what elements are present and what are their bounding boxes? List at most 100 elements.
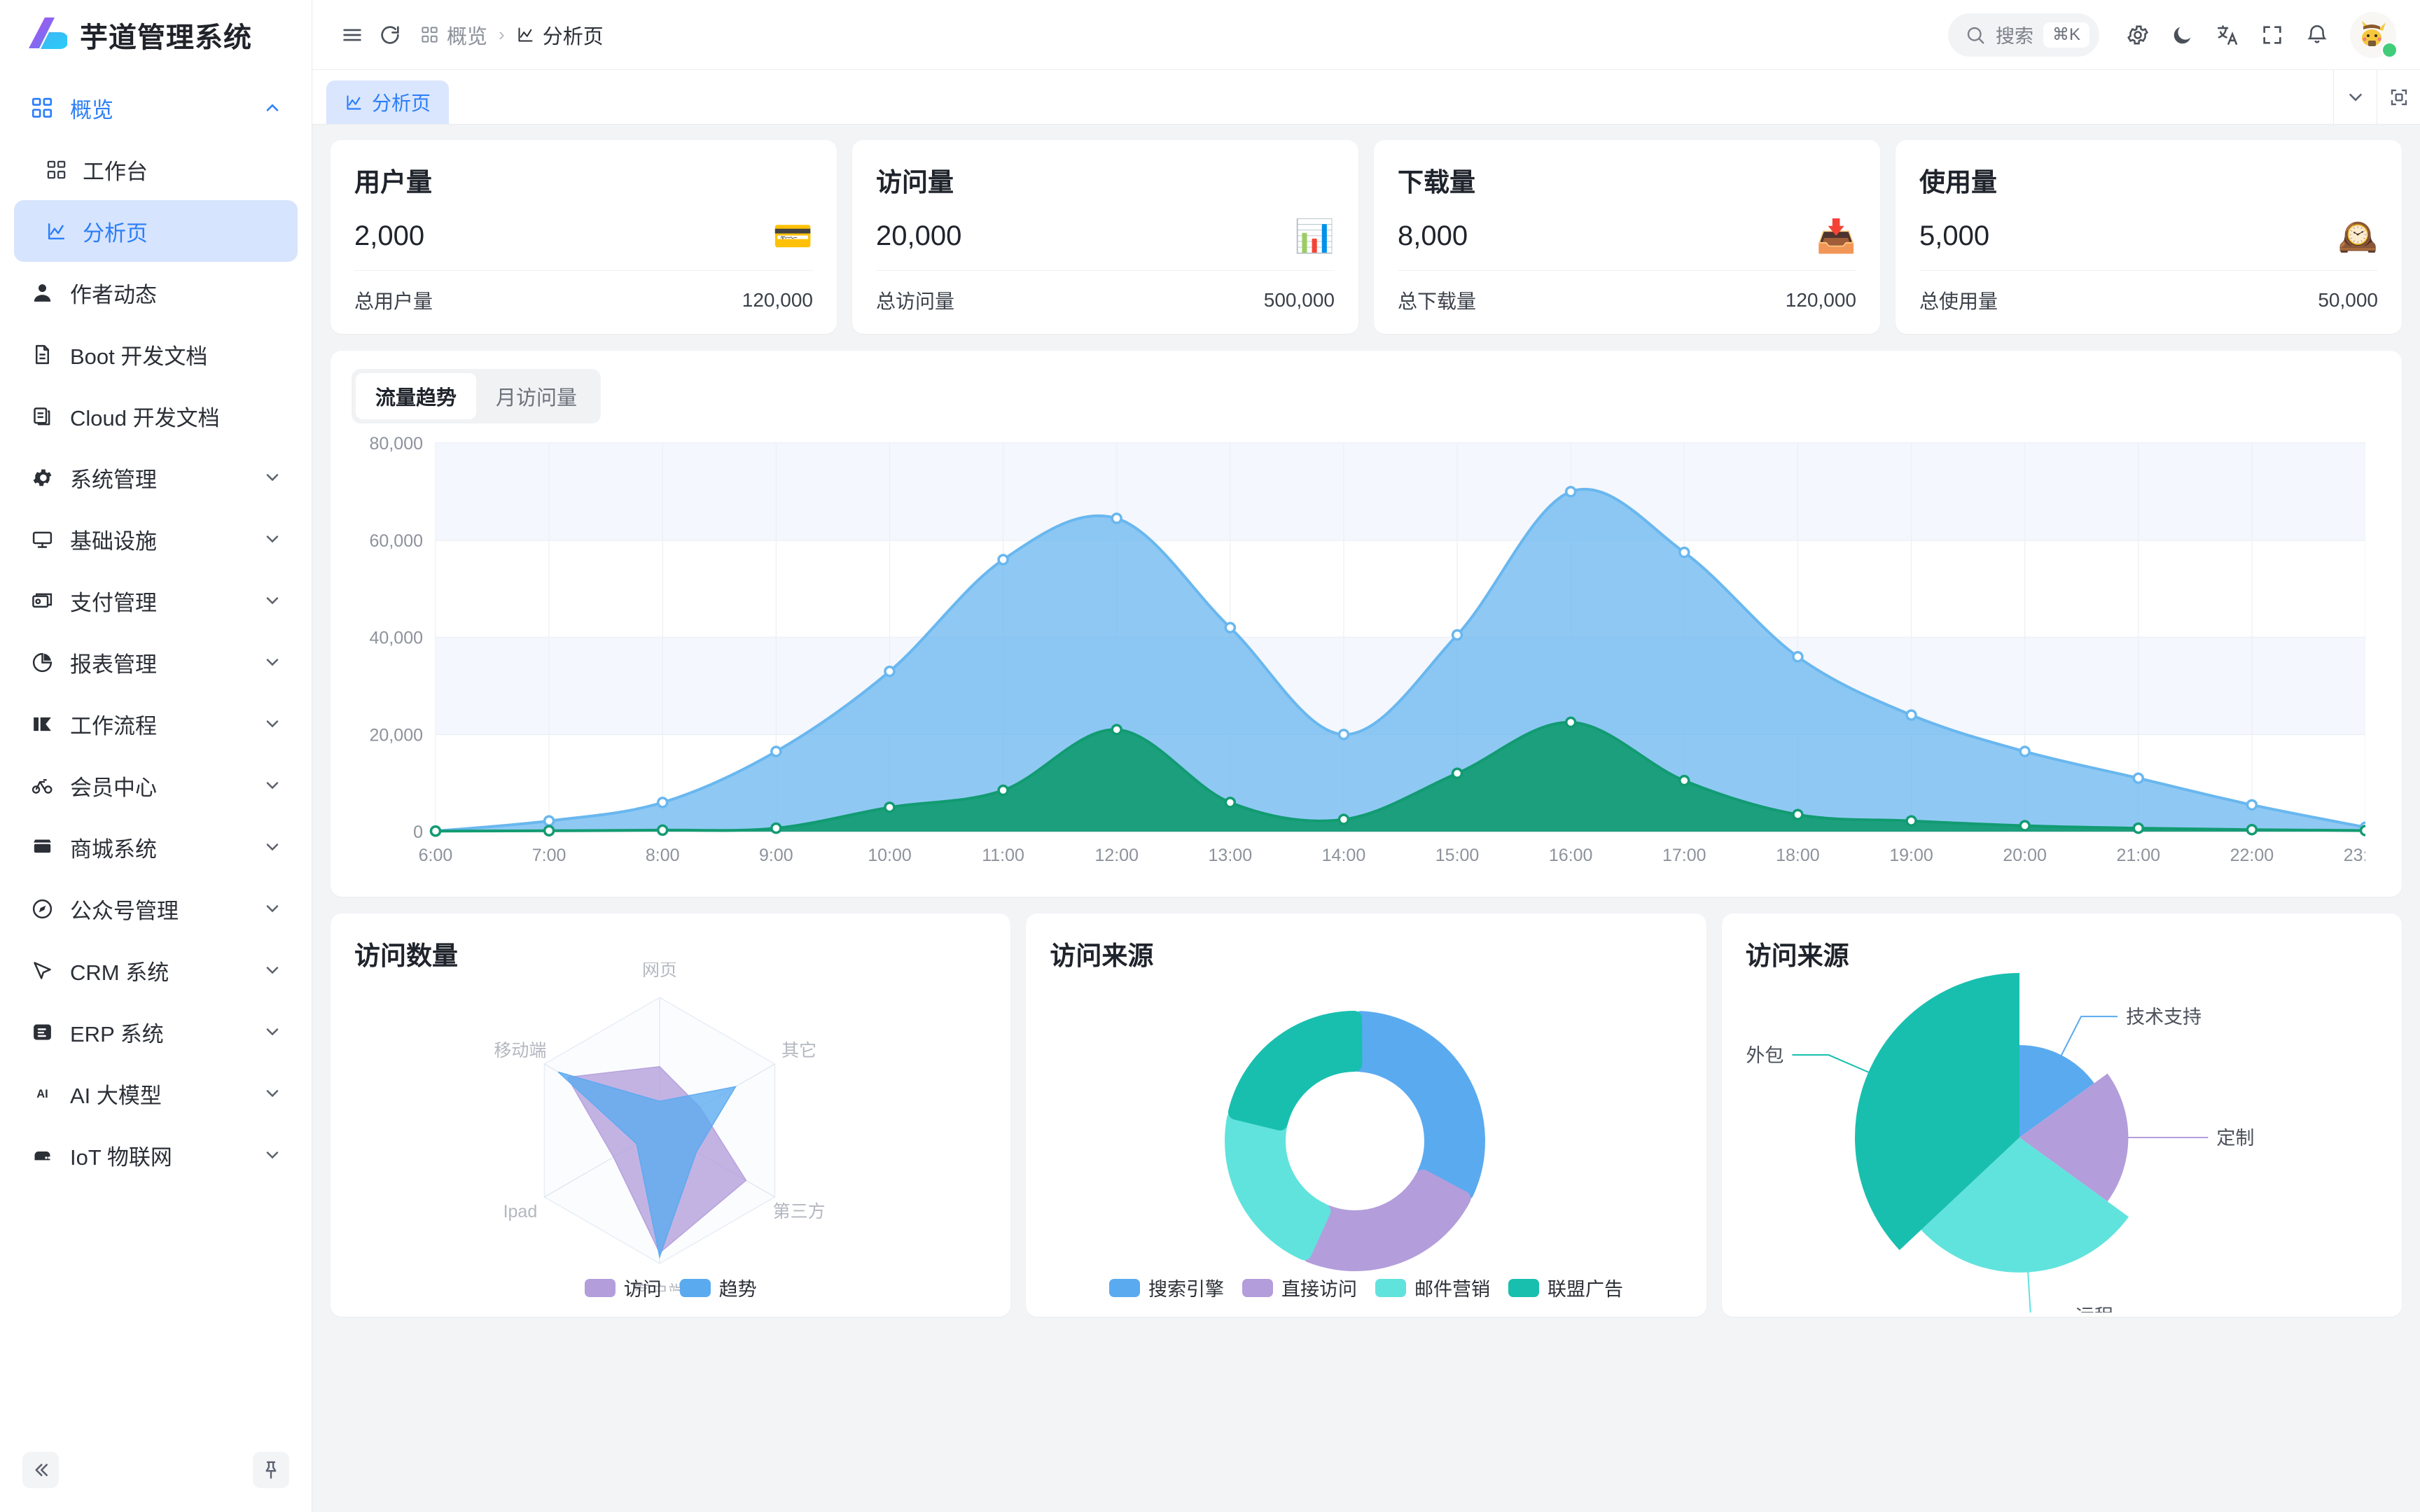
svg-text:远程: 远程 — [2075, 1306, 2113, 1312]
svg-text:Ipad: Ipad — [503, 1202, 538, 1222]
svg-text:13:00: 13:00 — [1209, 846, 1253, 865]
stat-card-downloads: 下载量 8,000 📥 总下载量 120,000 — [1374, 140, 1880, 334]
sidebar-item-label: CRM 系统 — [70, 960, 169, 985]
grid-icon — [29, 95, 55, 120]
copy-document-icon — [29, 403, 55, 428]
stat-card-foot-value: 500,000 — [1263, 289, 1335, 311]
sidebar-footer — [0, 1428, 312, 1512]
sidebar-item-label: AI 大模型 — [70, 1083, 162, 1108]
chevron-down-icon — [263, 652, 282, 672]
sidebar-item-analysis[interactable]: 分析页 — [14, 200, 298, 262]
hamburger-icon[interactable] — [333, 16, 371, 54]
sidebar-item-boot-docs[interactable]: Boot 开发文档 — [14, 323, 298, 385]
legend-item-search-engine[interactable]: 搜索引擎 — [1108, 1274, 1224, 1301]
legend-swatch — [584, 1278, 616, 1297]
sidebar-item-workbench[interactable]: 工作台 — [14, 139, 298, 200]
donut-legend: 搜索引擎 直接访问 邮件营销 联盟广告 — [1026, 1274, 1706, 1301]
refresh-icon[interactable] — [371, 16, 409, 54]
stat-card-visits: 访问量 20,000 📊 总访问量 500,000 — [852, 140, 1358, 334]
trend-chart[interactable]: 0 20,000 40,000 60,000 80,000 6:00 7:00 8:00 9:0… — [352, 436, 2381, 884]
fullscreen-icon[interactable] — [2253, 16, 2291, 54]
brand[interactable]: 芋道管理系统 — [0, 0, 312, 70]
search-button[interactable]: 搜索 ⌘K — [1947, 13, 2099, 57]
svg-text:21:00: 21:00 — [2116, 846, 2160, 865]
sidebar-item-payment-management[interactable]: 支付管理 — [14, 570, 298, 631]
sidebar-item-ai-model[interactable]: AI AI 大模型 — [14, 1063, 298, 1124]
grid-icon — [420, 25, 439, 44]
sidebar-collapse-button[interactable] — [22, 1452, 59, 1488]
stat-cards-row: 用户量 2,000 💳 总用户量 120,000 访问量 20,000 — [331, 140, 2402, 334]
svg-text:12:00: 12:00 — [1094, 846, 1139, 865]
sidebar-item-cloud-docs[interactable]: Cloud 开发文档 — [14, 385, 298, 447]
tab-analysis[interactable]: 分析页 — [326, 80, 450, 124]
sidebar-item-infrastructure[interactable]: 基础设施 — [14, 508, 298, 570]
trend-tabs: 流量趋势 月访问量 — [352, 369, 601, 424]
sidebar-item-iot[interactable]: IoT 物联网 — [14, 1124, 298, 1186]
sidebar-item-erp-system[interactable]: ERP 系统 — [14, 1001, 298, 1063]
maximize-icon[interactable] — [2377, 70, 2420, 124]
sidebar-item-label: 支付管理 — [70, 590, 157, 615]
breadcrumb-item-analysis[interactable]: 分析页 — [516, 20, 604, 50]
sidebar-item-mall-system[interactable]: 商城系统 — [14, 816, 298, 878]
gear-icon — [29, 465, 55, 490]
tabs-bar: 分析页 — [312, 70, 2420, 125]
gear-icon[interactable] — [2119, 16, 2157, 54]
sidebar-item-member-center[interactable]: 会员中心 — [14, 755, 298, 816]
stat-card-foot-label: 总下载量 — [1398, 290, 1477, 312]
chevron-down-icon — [263, 714, 282, 734]
search-shortcut: ⌘K — [2043, 22, 2089, 48]
moon-icon[interactable] — [2164, 16, 2202, 54]
sidebar-item-label: 分析页 — [83, 220, 148, 246]
svg-text:技术支持: 技术支持 — [2126, 1007, 2202, 1028]
svg-text:其它: 其它 — [781, 1041, 816, 1060]
pin-icon[interactable] — [253, 1452, 289, 1488]
sidebar-item-workflow[interactable]: 工作流程 — [14, 693, 298, 755]
stat-card-foot-value: 120,000 — [1785, 289, 1856, 311]
monitor-icon — [29, 526, 55, 552]
stat-card-value: 2,000 — [354, 220, 425, 251]
svg-text:60,000: 60,000 — [370, 531, 423, 551]
donut-panel: 访问来源 搜索引擎 直接访问 — [1026, 913, 1706, 1317]
sidebar-item-crm-system[interactable]: CRM 系统 — [14, 939, 298, 1001]
stat-card-title: 用户量 — [354, 168, 432, 197]
tabs-bar-actions — [2333, 70, 2420, 124]
sidebar-item-official-account[interactable]: 公众号管理 — [14, 878, 298, 939]
svg-text:16:00: 16:00 — [1549, 846, 1593, 865]
bell-icon[interactable] — [2298, 16, 2336, 54]
rose-chart[interactable]: 技术支持定制远程 外包 — [1722, 962, 2402, 1317]
translate-icon[interactable] — [2209, 16, 2246, 54]
pie-chart-icon — [29, 650, 55, 675]
legend-item-affiliate-ads[interactable]: 联盟广告 — [1508, 1274, 1623, 1301]
legend-item-visit[interactable]: 访问 — [584, 1274, 662, 1301]
legend-item-email-marketing[interactable]: 邮件营销 — [1375, 1274, 1490, 1301]
chart-icon — [45, 220, 67, 242]
sidebar-item-report-management[interactable]: 报表管理 — [14, 631, 298, 693]
donut-chart[interactable] — [1026, 962, 1706, 1317]
svg-text:7:00: 7:00 — [532, 846, 566, 865]
svg-text:20,000: 20,000 — [370, 725, 423, 745]
radar-chart[interactable]: 网页其它第三方客户端 Ipad 移动端 — [331, 962, 1010, 1317]
sidebar-item-author-news[interactable]: 作者动态 — [14, 262, 298, 323]
stat-card-foot-label: 总使用量 — [1919, 290, 1998, 312]
sidebar-item-label: 报表管理 — [70, 652, 157, 677]
breadcrumb-item-overview[interactable]: 概览 — [420, 20, 487, 50]
tab-traffic-trend[interactable]: 流量趋势 — [356, 373, 477, 419]
divider — [354, 270, 813, 271]
legend-item-trend[interactable]: 趋势 — [679, 1274, 757, 1301]
panel-title: 访问来源 — [1050, 941, 1154, 970]
sidebar-item-label: Boot 开发文档 — [70, 344, 208, 369]
legend-item-direct-visit[interactable]: 直接访问 — [1242, 1274, 1357, 1301]
search-label: 搜索 — [1995, 26, 2033, 47]
sidebar-item-overview[interactable]: 概览 — [14, 77, 298, 139]
chevron-down-icon[interactable] — [2333, 70, 2377, 124]
svg-text:14:00: 14:00 — [1322, 846, 1366, 865]
svg-text:移动端: 移动端 — [494, 1041, 546, 1060]
status-badge — [2381, 41, 2398, 58]
sidebar-item-system-management[interactable]: 系统管理 — [14, 447, 298, 508]
topbar-actions: 搜索 ⌘K — [1947, 11, 2398, 58]
tab-monthly-visits[interactable]: 月访问量 — [496, 387, 578, 410]
breadcrumb-label: 概览 — [447, 25, 488, 48]
sidebar-item-label: 会员中心 — [70, 775, 157, 800]
avatar[interactable] — [2350, 11, 2398, 58]
legend-swatch — [1375, 1278, 1406, 1297]
